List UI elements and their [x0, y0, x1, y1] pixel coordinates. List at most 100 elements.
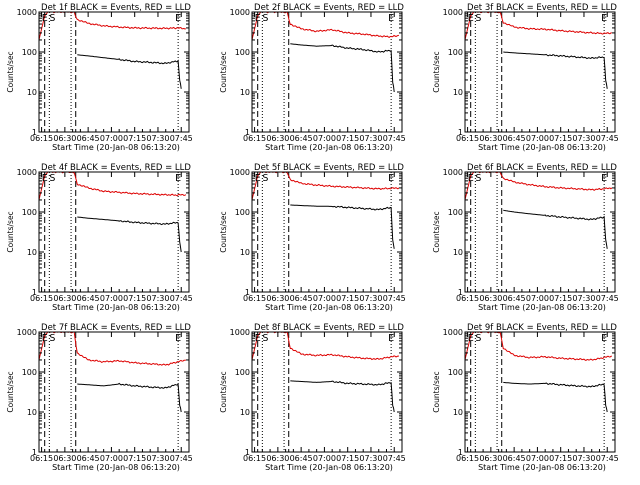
y-tick-label: 10: [453, 248, 463, 257]
y-tick-label: 100: [235, 368, 250, 377]
x-tick-label: 06:15: [243, 454, 266, 463]
y-tick-label: 1000: [17, 8, 37, 17]
x-tick-label: 06:45: [503, 134, 526, 143]
y-axis-label: Counts/sec: [219, 371, 228, 412]
plot-title: Det 1f BLACK = Events, RED = LLD: [41, 3, 191, 13]
y-tick-label: 1000: [17, 328, 37, 337]
event-marker-label: E: [388, 333, 394, 344]
plot-title: Det 4f BLACK = Events, RED = LLD: [41, 163, 191, 173]
lld-rate-line: [39, 332, 187, 366]
events-rate-line: [77, 382, 182, 413]
y-tick-label: 100: [22, 368, 37, 377]
x-tick-label: 06:45: [503, 454, 526, 463]
x-tick-label: 06:45: [290, 134, 313, 143]
lld-rate-line: [252, 172, 400, 201]
event-marker-label: S: [49, 13, 55, 24]
event-marker-label: S: [49, 173, 55, 184]
x-axis-label: Start Time (20-Jan-08 06:13:20): [52, 463, 180, 472]
y-tick-label: 1: [32, 288, 37, 297]
plot-title: Det 3f BLACK = Events, RED = LLD: [467, 3, 617, 13]
x-tick-label: 07:30: [572, 294, 595, 303]
y-axis-label: Counts/sec: [219, 211, 228, 252]
plot-data-area: [465, 12, 612, 132]
y-tick-label: 1: [458, 128, 463, 137]
lld-rate-line: [465, 12, 612, 41]
x-tick-label: 07:00: [526, 294, 549, 303]
x-tick-label: 07:30: [146, 294, 169, 303]
x-tick-label: 07:45: [383, 134, 406, 143]
x-tick-label: 07:30: [146, 134, 169, 143]
y-tick-label: 1: [245, 128, 250, 137]
plot-frame: [464, 171, 616, 293]
plot-title: Det 2f BLACK = Events, RED = LLD: [254, 3, 404, 13]
x-tick-label: 06:30: [53, 294, 76, 303]
x-tick-label: 06:15: [456, 294, 479, 303]
x-tick-label: 07:00: [526, 454, 549, 463]
y-tick-label: 1: [458, 288, 463, 297]
y-tick-label: 10: [453, 408, 463, 417]
event-marker-label: E: [255, 333, 261, 344]
x-tick-label: 06:30: [266, 294, 289, 303]
plot-data-area: [39, 332, 187, 452]
events-rate-line: [503, 51, 608, 89]
y-tick-label: 100: [235, 48, 250, 57]
x-tick-label: 07:00: [100, 294, 123, 303]
y-tick-label: 1000: [230, 8, 250, 17]
y-axis-label: Counts/sec: [432, 211, 441, 252]
event-marker-label: E: [601, 13, 607, 24]
y-tick-label: 1000: [230, 168, 250, 177]
x-tick-label: 07:45: [596, 294, 619, 303]
x-tick-label: 07:45: [170, 454, 193, 463]
y-axis-label: Counts/sec: [6, 371, 15, 412]
y-tick-label: 1: [458, 448, 463, 457]
x-tick-label: 06:15: [243, 134, 266, 143]
event-marker-label: S: [262, 173, 268, 184]
events-rate-line: [77, 216, 182, 253]
x-tick-label: 07:15: [336, 454, 359, 463]
x-tick-label: 07:15: [123, 134, 146, 143]
x-tick-label: 07:15: [549, 134, 572, 143]
x-tick-label: 06:15: [30, 294, 53, 303]
y-tick-label: 100: [448, 48, 463, 57]
y-tick-label: 10: [27, 408, 37, 417]
y-axis-label: Counts/sec: [6, 51, 15, 92]
plot-frame: [38, 11, 190, 133]
x-tick-label: 06:30: [266, 134, 289, 143]
x-axis-label: Start Time (20-Jan-08 06:13:20): [265, 303, 393, 312]
plot-frame: [251, 171, 403, 293]
plot-data-area: [39, 172, 187, 292]
event-marker-label: S: [475, 333, 481, 344]
x-tick-label: 07:00: [100, 134, 123, 143]
event-marker-label: S: [475, 173, 481, 184]
x-tick-label: 06:30: [266, 454, 289, 463]
event-marker-label: E: [175, 13, 181, 24]
y-tick-label: 100: [235, 208, 250, 217]
x-tick-label: 06:30: [479, 134, 502, 143]
x-tick-label: 07:15: [336, 294, 359, 303]
plot-data-area: [465, 172, 613, 292]
x-tick-label: 07:30: [359, 454, 382, 463]
y-tick-label: 1000: [230, 328, 250, 337]
plot-data-area: [252, 172, 400, 292]
y-tick-label: 1: [245, 288, 250, 297]
plot-data-area: [465, 332, 612, 452]
x-axis-label: Start Time (20-Jan-08 06:13:20): [265, 463, 393, 472]
plot-title: Det 8f BLACK = Events, RED = LLD: [254, 323, 404, 333]
x-tick-label: 06:30: [479, 294, 502, 303]
event-marker-label: E: [601, 173, 607, 184]
x-tick-label: 07:30: [572, 454, 595, 463]
event-marker-label: E: [175, 333, 181, 344]
lld-rate-line: [252, 332, 399, 361]
plot-frame: [38, 331, 190, 453]
x-tick-label: 06:30: [479, 454, 502, 463]
y-axis-label: Counts/sec: [432, 371, 441, 412]
x-axis-label: Start Time (20-Jan-08 06:13:20): [478, 463, 606, 472]
plot-frame: [38, 171, 190, 293]
x-tick-label: 07:45: [170, 294, 193, 303]
x-axis-label: Start Time (20-Jan-08 06:13:20): [478, 143, 606, 152]
x-tick-label: 06:45: [290, 294, 313, 303]
